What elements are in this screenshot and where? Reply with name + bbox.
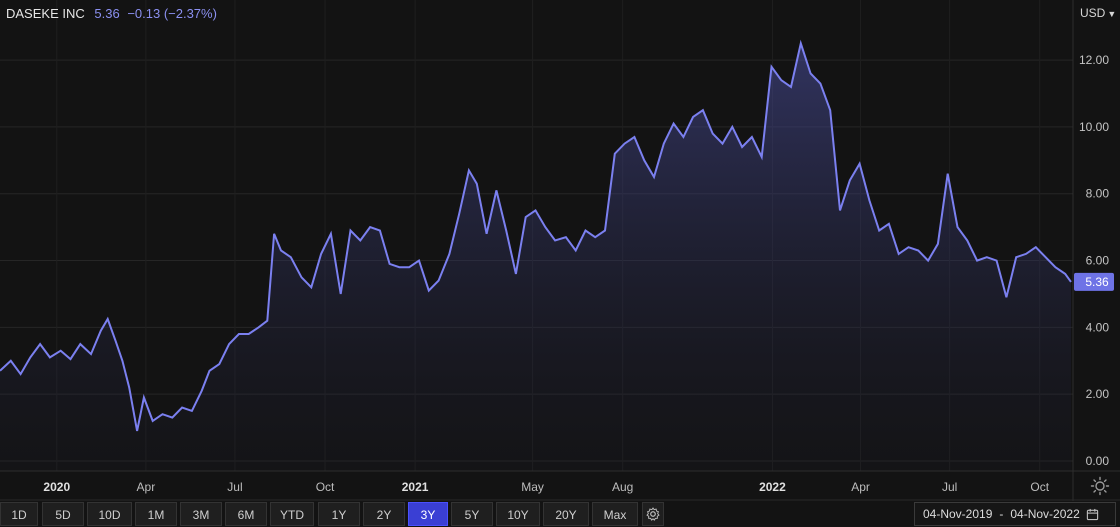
x-tick-label: Oct <box>316 480 335 494</box>
chart-settings-button[interactable] <box>642 502 664 526</box>
date-to: 04-Nov-2022 <box>1010 507 1080 521</box>
range-button-6m[interactable]: 6M <box>225 502 267 526</box>
range-button-5y[interactable]: 5Y <box>451 502 493 526</box>
range-button-3y[interactable]: 3Y <box>408 502 448 526</box>
range-button-max[interactable]: Max <box>592 502 638 526</box>
x-tick-label: 2022 <box>759 480 786 494</box>
currency-selector[interactable]: USD ▼ <box>1080 6 1116 20</box>
x-tick-label: Apr <box>851 480 870 494</box>
chevron-down-icon: ▼ <box>1107 9 1117 19</box>
x-tick-label: Jul <box>942 480 957 494</box>
range-button-10d[interactable]: 10D <box>87 502 132 526</box>
range-button-1d[interactable]: 1D <box>0 502 38 526</box>
y-tick-label: 10.00 <box>1079 120 1109 134</box>
range-button-20y[interactable]: 20Y <box>543 502 589 526</box>
date-range-picker[interactable]: 04-Nov-2019 - 04-Nov-2022 <box>914 502 1116 526</box>
y-tick-label: 6.00 <box>1086 254 1110 268</box>
last-price-label: 5.36 <box>1085 275 1109 289</box>
currency-label: USD <box>1080 6 1106 20</box>
range-button-5d[interactable]: 5D <box>42 502 84 526</box>
gear-icon <box>646 507 660 521</box>
x-tick-label: May <box>521 480 544 494</box>
price-change: −0.13 (−2.37%) <box>127 6 217 21</box>
x-axis: 2020 Apr Jul Oct 2021 May Aug 2022 Apr Jul Oct <box>43 480 1049 494</box>
calendar-icon <box>1086 508 1099 521</box>
price-line <box>0 39 1072 432</box>
y-tick-label: 12.00 <box>1079 53 1109 67</box>
range-button-1y[interactable]: 1Y <box>318 502 360 526</box>
y-tick-label: 2.00 <box>1086 387 1110 401</box>
range-button-1m[interactable]: 1M <box>135 502 177 526</box>
price-area <box>0 43 1071 472</box>
x-tick-label: 2020 <box>43 480 70 494</box>
x-tick-label: Aug <box>612 480 633 494</box>
range-toolbar: 1D 5D 10D 1M 3M 6M YTD 1Y 2Y 3Y 5Y 10Y 2… <box>0 501 1120 527</box>
range-button-ytd[interactable]: YTD <box>270 502 314 526</box>
x-tick-label: Apr <box>137 480 156 494</box>
y-tick-label: 0.00 <box>1086 454 1110 468</box>
y-axis: 12.00 10.00 8.00 6.00 4.00 2.00 0.00 <box>1079 53 1109 468</box>
last-price-badge: 5.36 <box>1074 272 1114 291</box>
date-separator: - <box>999 507 1004 521</box>
y-tick-label: 4.00 <box>1086 320 1110 334</box>
y-tick-label: 8.00 <box>1086 187 1110 201</box>
range-button-2y[interactable]: 2Y <box>363 502 405 526</box>
last-price: 5.36 <box>94 6 120 21</box>
ticker-name: DASEKE INC <box>6 6 85 21</box>
x-tick-label: Jul <box>227 480 242 494</box>
sun-icon[interactable] <box>1090 476 1110 496</box>
x-tick-label: 2021 <box>402 480 429 494</box>
x-tick-label: Oct <box>1030 480 1049 494</box>
date-from: 04-Nov-2019 <box>923 507 993 521</box>
range-button-10y[interactable]: 10Y <box>496 502 540 526</box>
quote-header: DASEKE INC 5.36 −0.13 (−2.37%) <box>6 6 217 21</box>
range-button-3m[interactable]: 3M <box>180 502 222 526</box>
